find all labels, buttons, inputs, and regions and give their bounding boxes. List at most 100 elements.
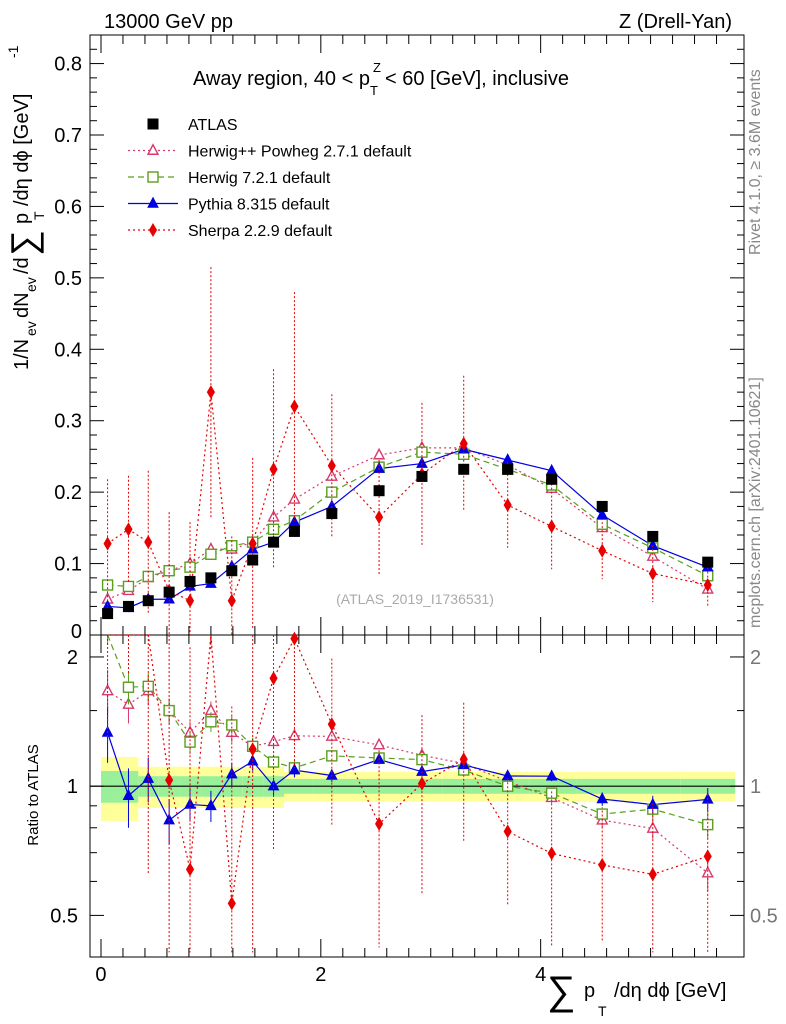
ratio-tick-label-right: 1 [750,776,761,798]
data-point [206,385,215,400]
series-line [107,392,708,602]
ratio-point [327,717,336,732]
svg-text:T: T [370,83,378,98]
ratio-point [101,683,114,696]
svg-text:p: p [584,980,595,1002]
data-point [372,447,386,460]
ratio-point [205,716,217,728]
atlas-point [502,463,514,475]
y-axis-label: 1/N ev dN ev /d ∑ p T /dη dϕ [GeV] -1 [3,45,47,370]
data-point [703,578,712,592]
ratio-tick-label-right: 0.5 [750,905,778,927]
series-line [107,447,709,600]
atlas-point [596,500,608,512]
ratio-uncertainty-bands [100,756,736,821]
data-point [163,565,175,577]
legend-marker [148,223,158,237]
y-tick-label: 0.1 [54,554,82,576]
legend-label: Sherpa 2.2.9 default [188,223,333,240]
ratio-point [702,818,714,831]
atlas-point [205,572,217,584]
atlas-point [373,485,385,497]
site-label: mcplots.cern.ch [arXiv:2401.10621] [747,377,764,628]
ratio-point [225,767,238,779]
svg-text:Z: Z [373,60,381,75]
atlas-point [647,530,659,542]
svg-text:dN: dN [11,292,33,318]
svg-text:ev: ev [23,321,39,336]
y-tick-label: 0.8 [54,54,82,76]
data-point [375,510,384,525]
data-point [646,549,659,561]
ratio-point [648,867,657,882]
data-point [248,536,257,551]
svg-text:/dη dϕ [GeV]: /dη dϕ [GeV] [614,980,726,1002]
ratio-point [142,680,154,693]
legend-marker [146,143,160,155]
svg-text:T: T [31,211,47,220]
atlas-point [184,575,196,587]
data-point [144,535,153,550]
ratio-point [459,752,468,767]
data-point [103,536,112,551]
ratio-tick-label-right: 2 [750,647,761,669]
atlas-point [142,595,154,607]
ratio-point [269,671,278,686]
y-tick-label: 0.5 [54,268,82,290]
ratio-point [545,769,558,781]
ratio-point [596,792,609,804]
axis-ticks: 0.1 0.2 0.3 0.4 0.5 0.6 0.7 0.8 0 0 2 4 0.5 0.5 1 1 2 2 [50,35,778,986]
data-point [205,548,217,560]
atlas-point [546,473,558,485]
x-tick-label: 0 [95,964,106,986]
atlas-point [226,565,238,577]
x-axis-label: ∑ p T /dη dϕ [GeV] [547,969,726,1019]
legend-label: Herwig 7.2.1 default [188,170,331,187]
legend-label: Herwig++ Powheg 2.7.1 default [188,144,412,161]
atlas-point [268,536,280,548]
main-title: Away region, 40 < p Z T < 60 [GeV], incl… [193,60,569,98]
ratio-point [205,798,217,811]
data-point [185,593,195,608]
x-tick-label: 4 [535,964,546,986]
data-point [267,509,280,522]
process-label: Z (Drell-Yan) [619,11,732,33]
ratio-point [122,788,135,800]
atlas-point [326,508,338,520]
ratio-point [372,737,386,750]
data-point [163,592,175,604]
svg-text:< 60 [GeV], inclusive: < 60 [GeV], inclusive [385,68,569,90]
ratio-point [290,631,299,646]
ratio-point [267,779,280,791]
atlas-point [416,470,428,482]
svg-text:T: T [598,1003,607,1019]
data-point [269,462,278,477]
data-point [288,492,301,504]
ratio-point [701,865,714,878]
data-point [547,519,556,534]
data-point [598,543,607,558]
green-band [100,770,119,803]
svg-text:/d: /d [11,257,33,274]
ratio-tick-label: 1 [67,776,78,798]
svg-text:ev: ev [23,277,39,292]
legend-label: ATLAS [188,117,238,134]
data-point [648,566,657,581]
ratio-point [375,816,384,831]
ratio-point [227,896,236,911]
data-markers [101,267,714,953]
data-point [290,399,299,414]
legend-marker [147,196,159,208]
ratio-point [598,857,607,872]
ratio-point [288,763,301,775]
ratio-point [248,742,257,757]
atlas-point [102,608,114,620]
ratio-plot-frame [89,634,745,958]
legend-marker [147,171,159,183]
ratio-point [165,773,174,788]
data-point [288,515,301,527]
ratio-point [503,824,512,839]
atlas-point [702,556,714,568]
ratio-point [122,681,135,693]
atlas-point [458,463,470,475]
